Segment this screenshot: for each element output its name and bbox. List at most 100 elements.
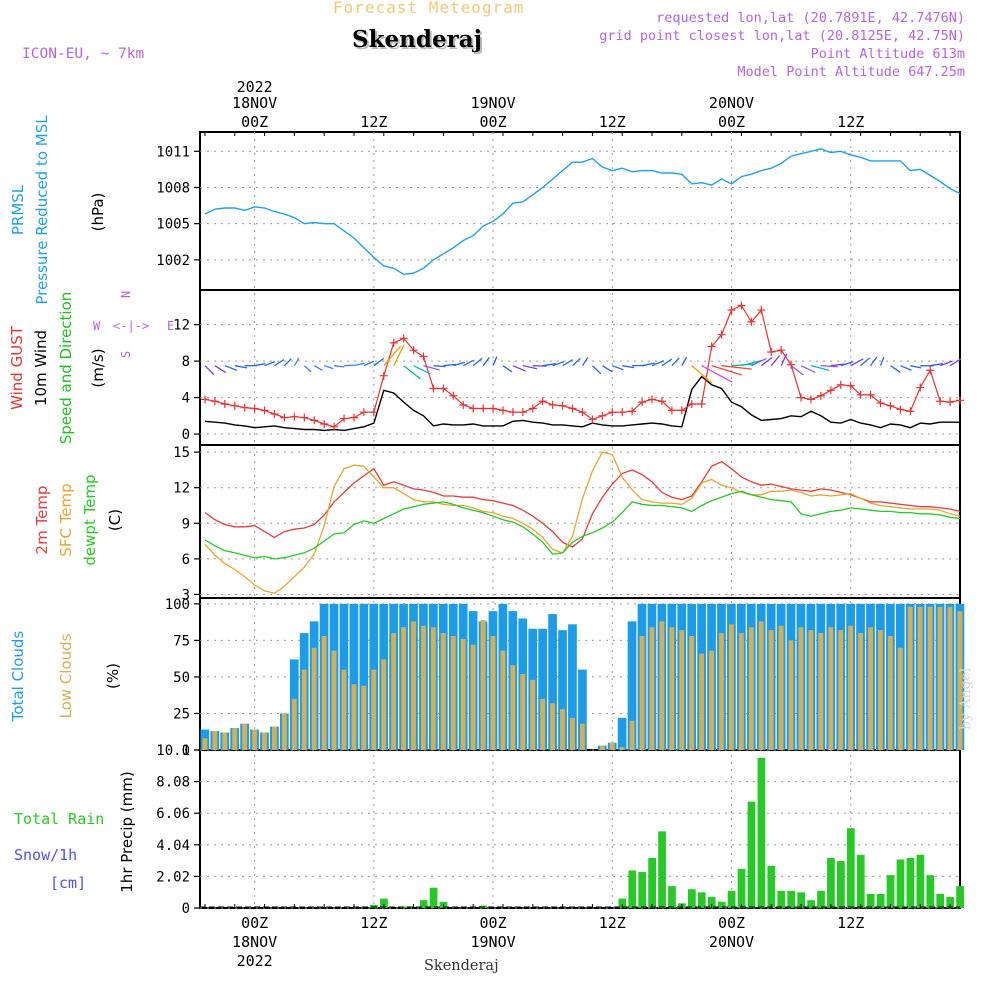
gust-marker — [280, 413, 289, 422]
credit-watermark: by Angel — [958, 667, 974, 730]
low-cloud-bar — [719, 633, 724, 750]
wind-direction-arrow — [721, 365, 752, 370]
top-date-label: 19NOV — [470, 94, 515, 112]
rain-bar — [916, 854, 925, 908]
gust-marker — [290, 412, 299, 421]
low-cloud-bar — [411, 621, 416, 750]
gust-marker — [687, 399, 696, 408]
gust-marker — [419, 352, 428, 361]
gust-marker — [787, 360, 796, 369]
gust-marker — [608, 408, 617, 417]
low-cloud-bar — [371, 669, 377, 750]
top-hour-label: 00Z — [241, 113, 268, 131]
wind-direction-arrow — [770, 355, 781, 367]
total-cloud-bar — [538, 628, 548, 750]
top-date-label: 18NOV — [232, 94, 277, 112]
low-cloud-bar — [291, 698, 297, 750]
low-cloud-bar — [768, 630, 774, 750]
location-title: Skenderaj — [352, 26, 482, 53]
temp-2m-label: 2m Temp — [33, 486, 51, 555]
gust-marker — [767, 348, 776, 356]
wind-direction-arrow — [591, 365, 602, 375]
gust-marker — [429, 384, 438, 393]
y-tick-label: 0 — [182, 427, 190, 443]
gust-marker — [548, 400, 557, 409]
wind-direction-arrow — [443, 363, 457, 367]
low-cloud-bar — [897, 647, 903, 750]
snow-legend: Snow/1h — [14, 846, 77, 864]
rain-bar — [827, 857, 835, 908]
total-cloud-bar — [568, 624, 577, 750]
wind-direction-arrow — [462, 359, 475, 367]
low-cloud-bar — [430, 627, 436, 750]
low-cloud-bar — [748, 627, 754, 750]
gust-marker — [648, 395, 657, 404]
y-tick-label: 4 — [182, 391, 190, 407]
y-tick-label: 100 — [165, 597, 190, 613]
temp-unit: (C) — [106, 509, 124, 531]
rain-bar — [886, 875, 895, 908]
gust-marker — [409, 346, 418, 355]
rain-bar — [668, 886, 676, 908]
wind-direction-arrow — [334, 365, 345, 368]
gust-marker — [936, 397, 945, 406]
rain-bar — [648, 857, 656, 908]
low-cloud-bar — [848, 625, 854, 750]
y-tick-label: 1011 — [156, 144, 190, 160]
gust-marker — [230, 401, 239, 410]
low-cloud-bar — [450, 636, 456, 750]
rain-bar — [707, 897, 716, 908]
wind-direction-arrow — [482, 357, 490, 367]
wind-direction-arrow — [870, 356, 878, 367]
y-tick-label: 9 — [182, 516, 190, 532]
panel-frames — [199, 131, 961, 909]
total-cloud-bar — [578, 669, 587, 750]
gust-marker — [349, 413, 358, 422]
wind-direction-arrow — [403, 365, 421, 380]
low-cloud-bar — [331, 650, 337, 750]
gust-marker — [528, 404, 537, 413]
wind-direction-arrow — [512, 365, 526, 372]
wind-direction-arrow — [820, 365, 838, 368]
bottom-date-label: 19NOV — [470, 933, 515, 951]
gust-marker — [598, 411, 607, 420]
wind-direction-arrow — [810, 365, 830, 371]
wind-direction-arrow — [552, 361, 565, 367]
low-cloud-bar — [609, 742, 615, 750]
low-cloud-bar — [579, 723, 585, 750]
gust-marker — [906, 407, 915, 416]
axis-labels: 1002 1005 1008 1011 0 4 8 12 3 6 9 12 15 0 25 50 75 100 0 2… — [8, 78, 951, 970]
wind-direction-arrow — [472, 357, 483, 367]
low-cloud-bar — [858, 633, 863, 750]
wind-direction-arrow — [353, 362, 365, 367]
low-cloud-bar — [222, 732, 228, 750]
wind-direction-arrow — [264, 360, 276, 367]
rain-bar — [946, 897, 955, 908]
footer-location: Skenderaj — [424, 958, 499, 974]
wind-direction-arrow — [572, 357, 581, 367]
top-date-label: 20NOV — [709, 94, 754, 112]
gust-marker — [469, 404, 478, 413]
wind-direction-arrow — [413, 365, 431, 375]
model-point-altitude: Model Point Altitude 647.25m — [737, 64, 965, 80]
panel-frame-precip — [199, 749, 961, 909]
top-hour-label: 00Z — [718, 113, 745, 131]
wind-direction-arrow — [204, 365, 215, 376]
low-cloud-bar — [420, 625, 426, 750]
y-tick-label: 8.08 — [156, 775, 190, 791]
top-hour-label: 12Z — [837, 113, 864, 131]
wind-direction-arrow — [900, 365, 912, 371]
gust-marker — [300, 413, 309, 422]
low-cloud-bar — [828, 627, 834, 750]
rain-bar — [767, 865, 776, 908]
temp-dewpt-line — [204, 490, 961, 560]
y-tick-label: 3 — [182, 587, 190, 603]
low-cloud-bar — [639, 636, 645, 750]
low-cloud-bar — [570, 717, 575, 750]
low-cloud-bar — [868, 627, 873, 750]
gust-marker — [449, 391, 458, 400]
low-cloud-bar — [202, 738, 208, 750]
gust-marker — [250, 404, 259, 413]
low-cloud-bar — [351, 684, 357, 750]
rain-bar — [697, 892, 706, 908]
